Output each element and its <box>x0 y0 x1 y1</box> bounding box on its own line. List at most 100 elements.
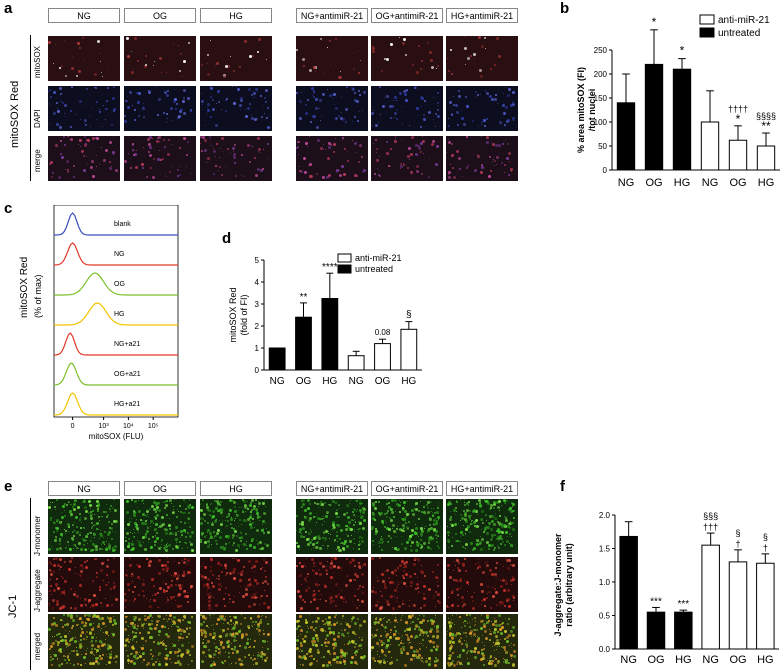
panel-a-row-label-merge: merge <box>33 149 42 172</box>
f-annotation-7: † <box>763 543 768 553</box>
f-bar-5 <box>756 562 775 650</box>
b-bar-0 <box>616 102 636 171</box>
panel-a-side-label: mitoSOX Red <box>9 81 21 148</box>
c-track-label-4: NG+a21 <box>114 341 140 348</box>
b-category-label-4: OG <box>729 177 746 189</box>
d-category-label-1: OG <box>296 376 312 387</box>
panel-a-header-og: OG <box>124 8 196 23</box>
panel-f-chart: 0.0 0.5 1.0 1.5 2.0 NG OG HG NG OG HG *** *** §§§††† §… <box>553 511 779 666</box>
panel-a-header-ng-anti: NG+antimiR-21 <box>296 8 368 23</box>
b-ylabel-line-1: % area mitoSOX (FI) <box>576 67 586 153</box>
b-ylabel-line-2: /tot nuclei <box>587 89 597 132</box>
f-ytick-label: 2.0 <box>599 511 611 520</box>
c-track-label-5: OG+a21 <box>114 371 141 378</box>
f-annotation-0: *** <box>650 596 662 607</box>
b-ytick-label: 250 <box>594 46 608 55</box>
d-category-label-0: NG <box>270 376 285 387</box>
panel-e-image-r0-c2 <box>200 499 272 554</box>
b-category-label-2: HG <box>674 177 691 189</box>
d-bar-2 <box>321 298 339 371</box>
f-bar-3 <box>701 544 720 650</box>
d-category-label-4: OG <box>375 376 391 387</box>
panel-a-image-r0-c5 <box>446 36 518 81</box>
d-ytick-label: 2 <box>255 322 260 331</box>
panel-e-header-ng: NG <box>48 481 120 496</box>
d-category-label-5: HG <box>401 376 416 387</box>
panel-a-image-r1-c1 <box>124 86 196 131</box>
panel-e-image-r2-c0 <box>48 614 120 669</box>
d-category-label-3: NG <box>349 376 364 387</box>
c-track-label-3: HG <box>114 311 125 318</box>
panel-a-image-r2-c3 <box>296 136 368 181</box>
panel-e-image-r0-c3 <box>296 499 368 554</box>
b-bar-5 <box>756 145 776 171</box>
panel-a-header-hg-anti: HG+antimiR-21 <box>446 8 518 23</box>
panel-e-image-r0-c1 <box>124 499 196 554</box>
panel-a-image-r1-c0 <box>48 86 120 131</box>
d-annotation-2: 0.08 <box>375 328 391 337</box>
f-ytick-label: 0.5 <box>599 612 611 621</box>
panel-a-image-r2-c4 <box>371 136 443 181</box>
panel-e-image-r2-c5 <box>446 614 518 669</box>
panel-e-image-r0-c5 <box>446 499 518 554</box>
d-bar-3 <box>347 355 365 371</box>
panel-a-row-label-dapi: DAPI <box>33 109 42 128</box>
panel-e-row-label-jmonomer: J-monomer <box>33 516 42 556</box>
b-annotation-1: * <box>680 44 685 58</box>
panel-a-header-og-anti: OG+antimiR-21 <box>371 8 443 23</box>
f-annotation-5: † <box>735 539 740 549</box>
b-category-label-3: NG <box>702 177 719 189</box>
f-bar-0 <box>619 535 638 650</box>
b-bar-3 <box>700 121 720 171</box>
panel-f-label: f <box>560 478 565 495</box>
panel-a-image-r1-c5 <box>446 86 518 131</box>
panel-e-header-ng-anti: NG+antimiR-21 <box>296 481 368 496</box>
f-annotation-2: §§§ <box>703 511 718 521</box>
b-bar-1 <box>644 63 664 171</box>
panel-e-row-label-jaggregate: J-aggregate <box>33 569 42 612</box>
panel-b-label: b <box>560 0 569 17</box>
b-annotation-4: §§§§ <box>756 111 776 121</box>
b-annotation-5: ** <box>761 119 771 133</box>
f-category-label-3: NG <box>702 654 719 666</box>
panel-e-header-hg-anti: HG+antimiR-21 <box>446 481 518 496</box>
panel-e-header-og: OG <box>124 481 196 496</box>
panel-e-image-r0-c0 <box>48 499 120 554</box>
panel-a-image-r0-c3 <box>296 36 368 81</box>
f-annotation-3: ††† <box>703 522 718 532</box>
panel-e-image-r1-c5 <box>446 557 518 612</box>
d-legend-label-untreated: untreated <box>355 264 393 274</box>
panel-a-label: a <box>4 0 12 17</box>
panel-e-image-r1-c2 <box>200 557 272 612</box>
c-histogram-5 <box>53 362 178 386</box>
panel-e-header-og-anti: OG+antimiR-21 <box>371 481 443 496</box>
c-histogram-4 <box>53 332 178 356</box>
f-ylabel-line-1: J-aggregate:J-monomer <box>553 533 563 637</box>
d-annotation-3: § <box>406 310 412 321</box>
c-histogram-6 <box>53 392 178 416</box>
b-legend-swatch-anti <box>699 14 715 25</box>
panel-a-image-r1-c4 <box>371 86 443 131</box>
panel-a-header-hg: HG <box>200 8 272 23</box>
d-bar-5 <box>400 328 418 371</box>
f-bar-1 <box>646 611 666 650</box>
panel-e-bracket <box>30 498 31 670</box>
panel-e-header-hg: HG <box>200 481 272 496</box>
panel-a-image-r1-c3 <box>296 86 368 131</box>
f-ylabel-line-2: ratio (arbitrary unit) <box>564 543 574 627</box>
b-category-label-5: HG <box>758 177 775 189</box>
panel-a-image-r1-c2 <box>200 86 272 131</box>
panel-e-image-r2-c3 <box>296 614 368 669</box>
d-legend-swatch-untreated <box>337 264 352 274</box>
panel-e-image-r1-c1 <box>124 557 196 612</box>
c-track-label-6: HG+a21 <box>114 401 140 408</box>
f-category-label-0: NG <box>620 654 637 666</box>
d-ytick-label: 3 <box>255 300 260 309</box>
panel-e-label: e <box>4 478 12 495</box>
f-bar-4 <box>728 561 748 650</box>
panel-e-image-r1-c4 <box>371 557 443 612</box>
panel-a-bracket <box>30 35 31 181</box>
f-category-label-2: HG <box>675 654 692 666</box>
